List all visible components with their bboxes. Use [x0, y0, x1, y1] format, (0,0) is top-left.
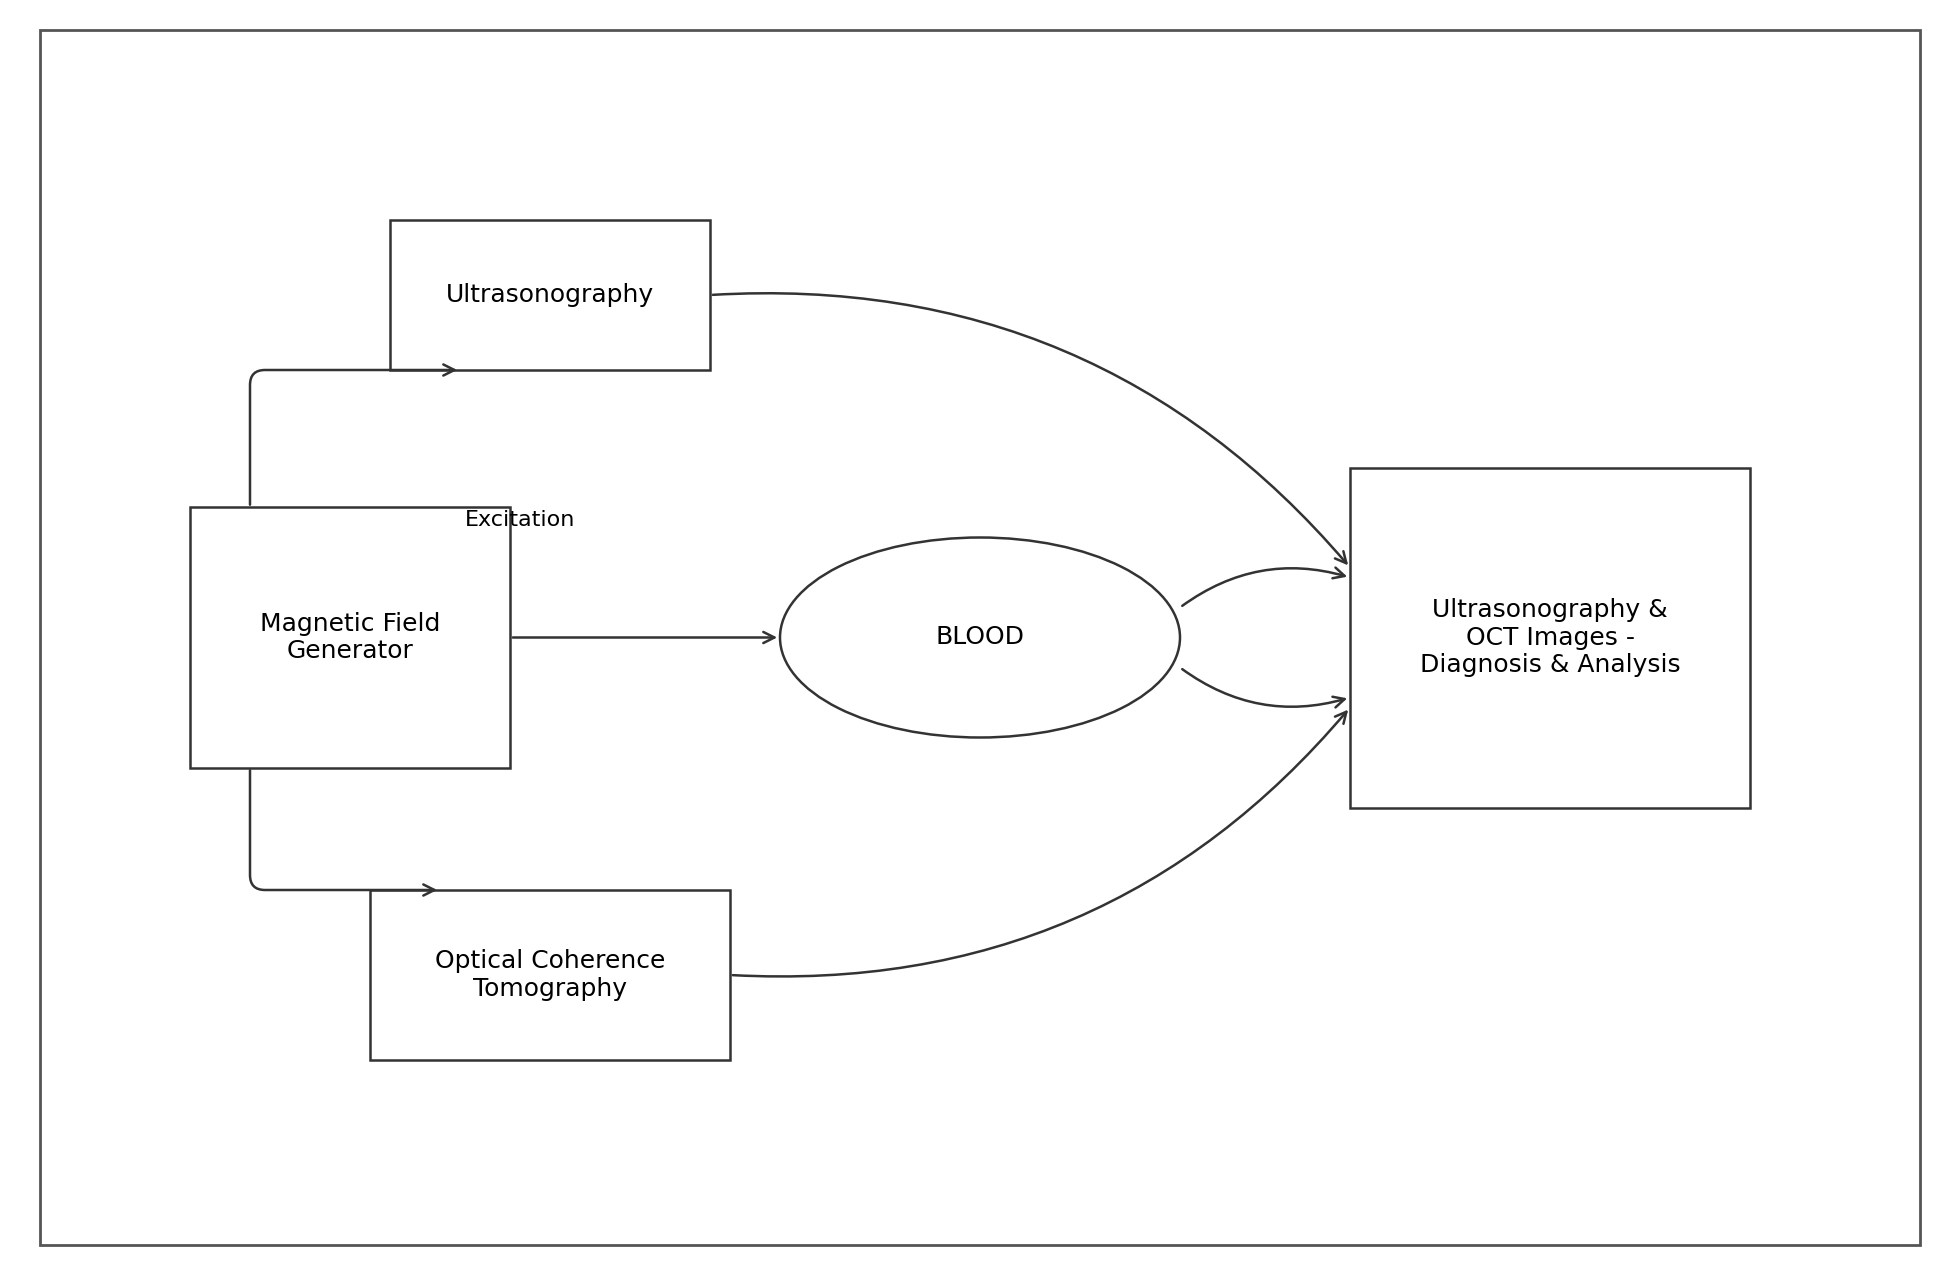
- FancyBboxPatch shape: [1350, 468, 1750, 807]
- Text: Excitation: Excitation: [465, 510, 574, 530]
- FancyBboxPatch shape: [370, 890, 729, 1060]
- Text: BLOOD: BLOOD: [935, 626, 1025, 649]
- Text: Ultrasonography &
OCT Images -
Diagnosis & Analysis: Ultrasonography & OCT Images - Diagnosis…: [1419, 598, 1680, 677]
- Ellipse shape: [780, 538, 1180, 737]
- FancyBboxPatch shape: [390, 221, 710, 370]
- Text: Magnetic Field
Generator: Magnetic Field Generator: [261, 612, 441, 663]
- FancyBboxPatch shape: [190, 507, 510, 768]
- FancyBboxPatch shape: [39, 31, 1921, 1244]
- Text: Optical Coherence
Tomography: Optical Coherence Tomography: [435, 949, 664, 1001]
- Text: Ultrasonography: Ultrasonography: [447, 283, 655, 307]
